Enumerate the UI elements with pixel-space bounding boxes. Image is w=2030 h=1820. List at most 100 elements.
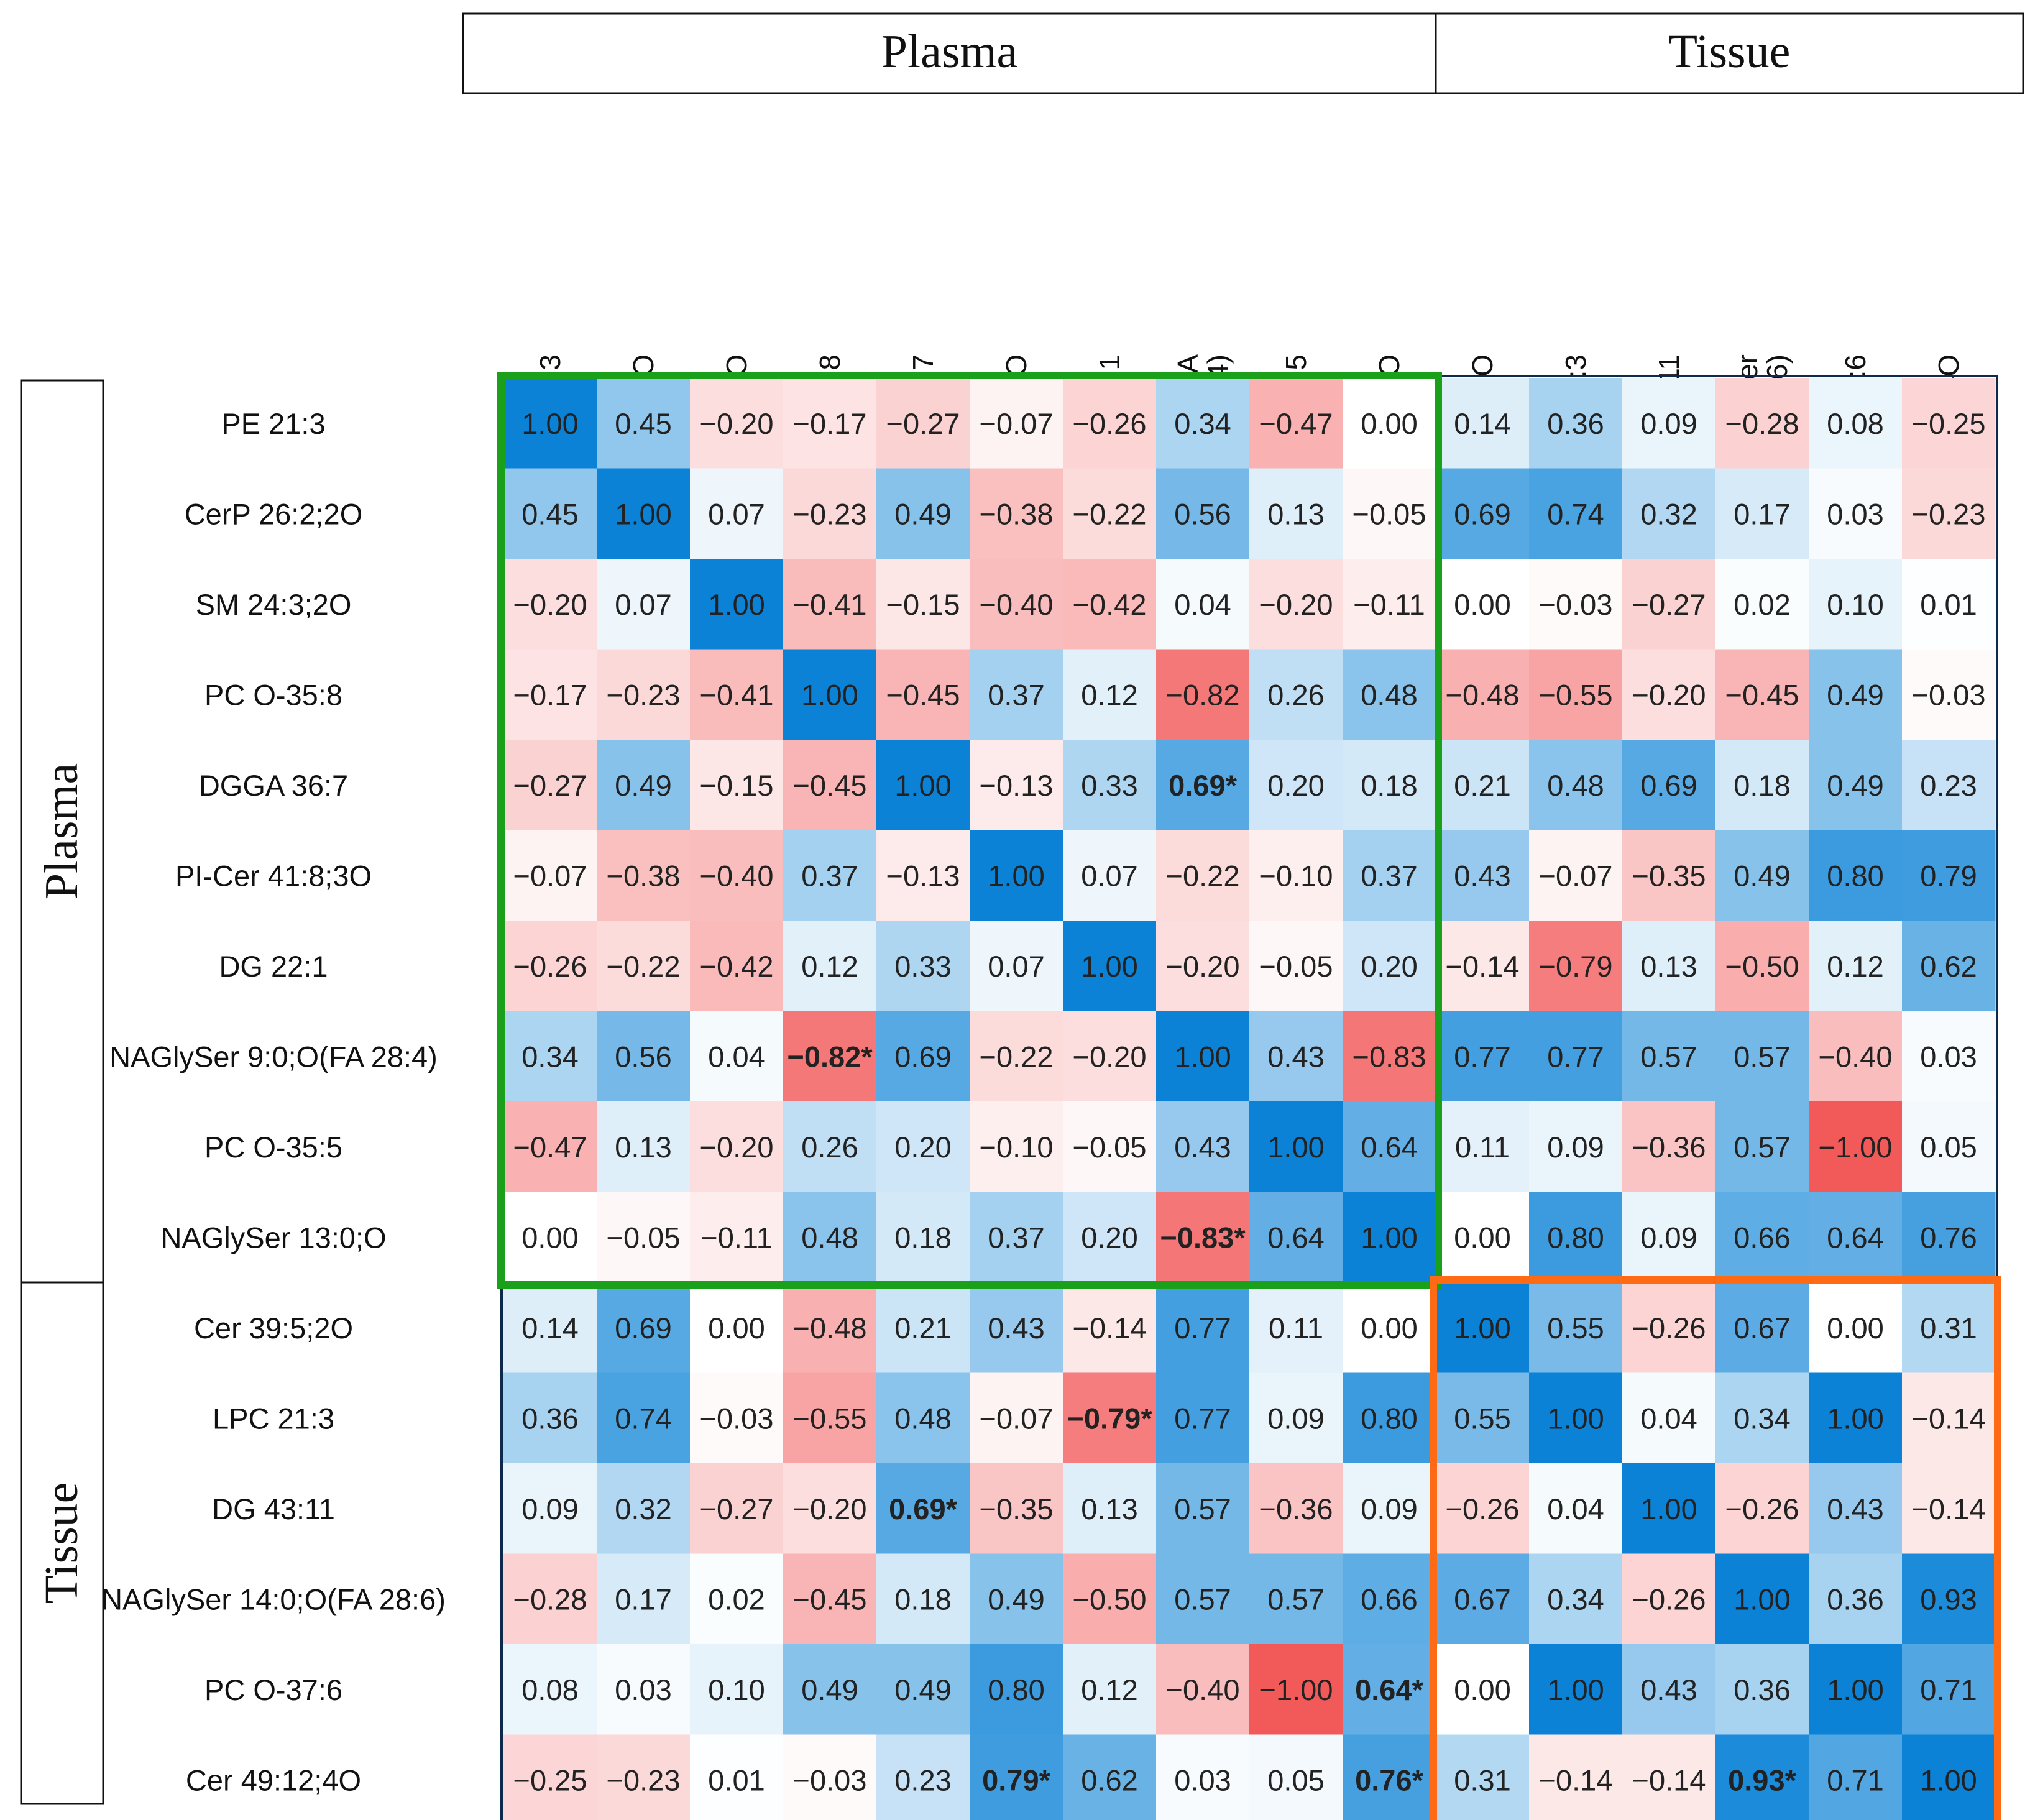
cell-value-label: 0.20 — [1081, 1221, 1137, 1254]
cell-value-label: −0.20 — [1259, 588, 1333, 621]
heatmap-cell — [783, 1463, 877, 1555]
cell-value-label: −1.00 — [1819, 1131, 1893, 1164]
cell-value-label: −0.14 — [1073, 1312, 1147, 1344]
cell-value-label: −0.35 — [980, 1492, 1054, 1525]
heatmap-cell — [1156, 468, 1250, 559]
heatmap-cell — [1529, 921, 1623, 1012]
cell-value-label: 0.76 — [1920, 1221, 1977, 1254]
heatmap-cell — [1156, 921, 1250, 1012]
cell-value-label: 0.76* — [1355, 1763, 1423, 1796]
heatmap-cell — [1529, 649, 1623, 740]
cell-value-label: 0.12 — [1081, 678, 1137, 711]
cell-value-label: 0.18 — [894, 1221, 951, 1254]
heatmap-cell — [1529, 1644, 1623, 1735]
cell-value-label: −0.20 — [700, 1131, 774, 1164]
column-group-header-box — [1435, 12, 2024, 94]
cell-value-label: 1.00 — [801, 678, 858, 711]
heatmap-cell — [503, 468, 597, 559]
heatmap-cell — [690, 1192, 784, 1283]
heatmap-cell — [876, 1644, 970, 1735]
heatmap-cell — [1249, 468, 1343, 559]
cell-value-label: 0.07 — [988, 950, 1044, 983]
cell-value-label: −0.26 — [1725, 1492, 1799, 1525]
cell-value-label: 0.56 — [615, 1040, 671, 1073]
heatmap-cell — [970, 1644, 1063, 1735]
heatmap-cell — [597, 559, 691, 650]
heatmap-cell — [1622, 1463, 1716, 1555]
cell-value-label: −0.40 — [1166, 1673, 1240, 1706]
heatmap-cell — [1343, 1192, 1436, 1283]
cell-value-label: −0.14 — [1446, 950, 1520, 983]
heatmap-cell — [1343, 649, 1436, 740]
cell-value-label: −0.42 — [700, 950, 774, 983]
heatmap-cell — [1436, 921, 1530, 1012]
cell-value-label: −0.45 — [886, 678, 960, 711]
row-label: NAGlySer 14:0;O(FA 28:6) — [101, 1583, 446, 1615]
cell-value-label: 0.45 — [521, 497, 578, 530]
cell-value-label: 1.00 — [708, 588, 765, 621]
heatmap-cell — [1902, 1553, 1996, 1645]
heatmap-cell — [690, 830, 784, 921]
cell-value-label: 0.07 — [615, 588, 671, 621]
heatmap-cell — [876, 921, 970, 1012]
cell-value-label: −0.11 — [700, 1221, 772, 1254]
heatmap-cell — [597, 1101, 691, 1193]
heatmap-cell — [503, 740, 597, 831]
cell-value-label: −0.28 — [1725, 407, 1799, 440]
cell-value-label: −0.03 — [793, 1763, 867, 1796]
heatmap-cell — [1809, 1463, 1903, 1555]
cell-value-label: 0.62 — [1081, 1763, 1137, 1796]
heatmap-cell — [1809, 1734, 1903, 1820]
cell-value-label: 0.18 — [1734, 769, 1790, 802]
heatmap-cell — [970, 378, 1063, 469]
heatmap-cell — [1436, 559, 1530, 650]
cell-value-label: −0.20 — [1632, 678, 1706, 711]
cell-value-label: 1.00 — [1361, 1221, 1417, 1254]
heatmap-cell — [1622, 378, 1716, 469]
cell-value-label: 0.09 — [1267, 1402, 1324, 1435]
heatmap-cell — [970, 1734, 1063, 1820]
heatmap-cell — [876, 1282, 970, 1374]
heatmap-cell — [690, 921, 784, 1012]
cell-value-label: 0.37 — [801, 859, 858, 892]
heatmap-cell — [1902, 378, 1996, 469]
cell-value-label: −0.27 — [886, 407, 960, 440]
heatmap-cell — [597, 740, 691, 831]
row-label: Cer 39:5;2O — [194, 1312, 353, 1344]
heatmap-cell — [876, 378, 970, 469]
cell-value-label: 0.02 — [1734, 588, 1790, 621]
heatmap-cell — [1063, 1553, 1157, 1645]
cell-value-label: 0.43 — [1267, 1040, 1324, 1073]
heatmap-cell — [690, 649, 784, 740]
heatmap-cell — [1622, 1372, 1716, 1464]
heatmap-cell — [1063, 559, 1157, 650]
heatmap-cell — [970, 1372, 1063, 1464]
row-label: LPC 21:3 — [213, 1402, 334, 1435]
heatmap-cell — [503, 1463, 597, 1555]
heatmap-cell — [783, 559, 877, 650]
cell-value-label: −0.07 — [1539, 859, 1613, 892]
heatmap-cell — [1529, 1734, 1623, 1820]
heatmap-cell — [597, 1372, 691, 1464]
cell-value-label: −0.15 — [700, 769, 774, 802]
cell-value-label: 0.09 — [1640, 1221, 1697, 1254]
heatmap-cell — [1715, 921, 1809, 1012]
heatmap-cell — [1436, 649, 1530, 740]
heatmap-cell — [1622, 1101, 1716, 1193]
cell-value-label: −0.23 — [607, 1763, 681, 1796]
cell-value-label: 0.74 — [1547, 497, 1604, 530]
cell-value-label: 1.00 — [894, 769, 951, 802]
heatmap-cell — [1063, 1644, 1157, 1735]
cell-value-label: −0.07 — [980, 407, 1054, 440]
heatmap-cell — [876, 1101, 970, 1193]
heatmap-cell — [1249, 559, 1343, 650]
cell-value-label: 0.69 — [1640, 769, 1697, 802]
heatmap-cell — [1622, 1553, 1716, 1645]
heatmap-cell — [1715, 830, 1809, 921]
heatmap-cell — [690, 1644, 784, 1735]
heatmap-cell — [1529, 1463, 1623, 1555]
heatmap-cell — [1063, 1282, 1157, 1374]
cell-value-label: −0.50 — [1073, 1583, 1147, 1615]
heatmap-cell — [1343, 1011, 1436, 1102]
